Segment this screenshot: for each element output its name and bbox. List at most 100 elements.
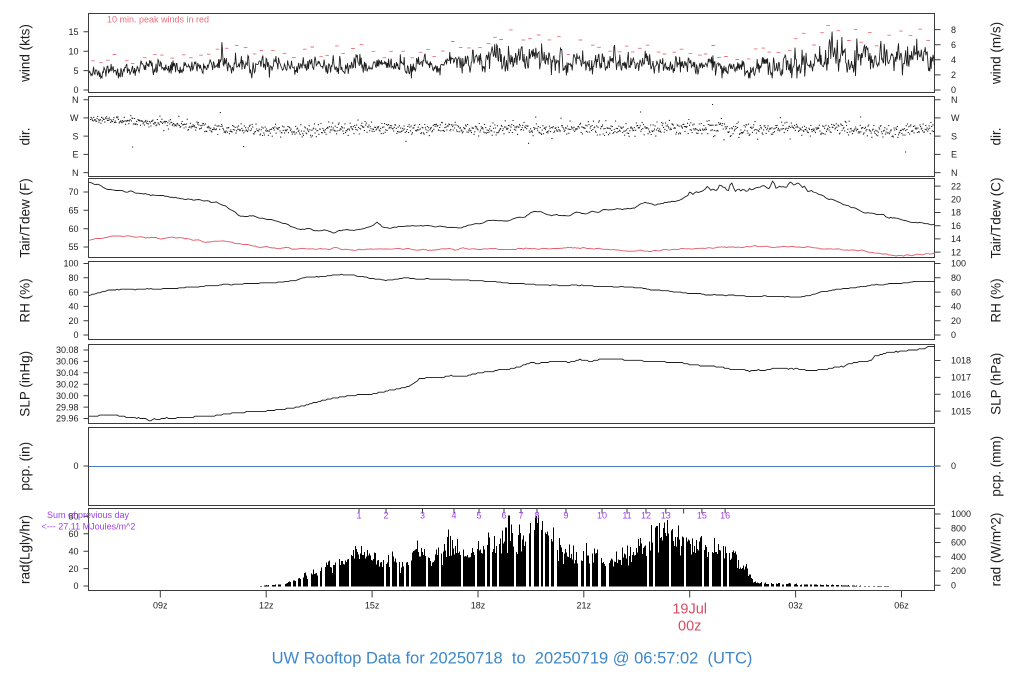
svg-text:0: 0 (73, 581, 78, 591)
svg-text:8: 8 (951, 25, 956, 35)
svg-text:70: 70 (68, 187, 78, 197)
svg-text:00z: 00z (678, 619, 701, 635)
svg-text:400: 400 (951, 552, 966, 562)
svg-text:pcp. (mm): pcp. (mm) (989, 436, 1004, 497)
svg-text:0: 0 (73, 330, 78, 340)
svg-text:1018: 1018 (951, 356, 971, 366)
svg-text:16: 16 (951, 221, 961, 231)
svg-text:N: N (72, 168, 79, 178)
svg-text:60: 60 (68, 287, 78, 297)
svg-text:30.02: 30.02 (56, 379, 79, 389)
svg-text:0: 0 (951, 581, 956, 591)
svg-text:30.00: 30.00 (56, 391, 79, 401)
svg-text:rad (W/m^2): rad (W/m^2) (989, 513, 1004, 587)
svg-text:RH (%): RH (%) (18, 278, 33, 322)
svg-text:80: 80 (951, 273, 961, 283)
svg-text:11: 11 (622, 511, 631, 521)
svg-text:<--- 27.11 MJoules/m^2: <--- 27.11 MJoules/m^2 (42, 522, 136, 532)
svg-text:10 min. peak winds in red: 10 min. peak winds in red (107, 15, 209, 25)
svg-text:S: S (951, 131, 957, 141)
svg-text:8: 8 (534, 511, 539, 521)
svg-text:29.98: 29.98 (56, 402, 79, 412)
svg-text:Sum of previous day: Sum of previous day (47, 510, 130, 520)
svg-text:40: 40 (68, 546, 78, 556)
svg-text:60: 60 (951, 287, 961, 297)
svg-text:rad(Lgly/hr): rad(Lgly/hr) (18, 515, 33, 584)
svg-text:2: 2 (383, 511, 388, 521)
svg-text:3: 3 (420, 511, 425, 521)
svg-text:W: W (70, 113, 79, 123)
svg-text:dir.: dir. (18, 127, 33, 145)
svg-text:S: S (72, 131, 78, 141)
svg-text:0: 0 (951, 85, 956, 95)
svg-text:20: 20 (68, 316, 78, 326)
svg-text:600: 600 (951, 538, 966, 548)
svg-text:6: 6 (501, 511, 506, 521)
svg-text:29.96: 29.96 (56, 414, 79, 424)
svg-text:30.06: 30.06 (56, 357, 79, 367)
svg-text:40: 40 (951, 302, 961, 312)
svg-text:18: 18 (951, 208, 961, 218)
svg-text:19Jul: 19Jul (672, 602, 707, 618)
svg-text:20: 20 (68, 564, 78, 574)
svg-text:12: 12 (951, 247, 961, 257)
svg-text:4: 4 (451, 511, 456, 521)
svg-text:800: 800 (951, 524, 966, 534)
svg-text:21z: 21z (577, 601, 592, 611)
svg-text:12z: 12z (259, 601, 274, 611)
svg-text:1016: 1016 (951, 390, 971, 400)
svg-text:5: 5 (476, 511, 481, 521)
svg-text:100: 100 (951, 259, 966, 269)
svg-text:N: N (951, 95, 958, 105)
svg-text:65: 65 (68, 206, 78, 216)
svg-text:Tair/Tdew (F): Tair/Tdew (F) (18, 178, 33, 258)
svg-text:1015: 1015 (951, 406, 971, 416)
svg-text:20: 20 (951, 195, 961, 205)
svg-text:13: 13 (661, 511, 671, 521)
svg-text:9: 9 (563, 511, 568, 521)
svg-text:E: E (951, 150, 957, 160)
svg-text:W: W (951, 113, 960, 123)
svg-text:10: 10 (597, 511, 607, 521)
svg-text:0: 0 (73, 461, 78, 471)
svg-text:22: 22 (951, 181, 961, 191)
svg-text:1017: 1017 (951, 373, 971, 383)
svg-text:5: 5 (73, 66, 78, 76)
svg-text:N: N (72, 95, 79, 105)
svg-text:0: 0 (73, 85, 78, 95)
svg-text:15: 15 (697, 511, 707, 521)
svg-text:1000: 1000 (951, 509, 971, 519)
svg-text:Tair/Tdew (C): Tair/Tdew (C) (989, 177, 1004, 258)
svg-text:55: 55 (68, 242, 78, 252)
svg-text:15: 15 (68, 27, 78, 37)
svg-text:wind (kts): wind (kts) (18, 24, 33, 83)
svg-text:80: 80 (68, 512, 78, 522)
svg-text:80: 80 (68, 273, 78, 283)
svg-text:14: 14 (951, 234, 961, 244)
svg-text:09z: 09z (153, 601, 168, 611)
svg-text:2: 2 (951, 70, 956, 80)
svg-text:12: 12 (641, 511, 651, 521)
svg-text:UW Rooftop Data for 20250718: UW Rooftop Data for 20250718 to 20250719… (272, 650, 753, 668)
svg-text:7: 7 (518, 511, 523, 521)
svg-text:0: 0 (951, 461, 956, 471)
svg-text:pcp. (in): pcp. (in) (18, 442, 33, 491)
svg-text:10: 10 (68, 46, 78, 56)
svg-text:4: 4 (951, 55, 956, 65)
svg-text:60: 60 (68, 529, 78, 539)
svg-text:06z: 06z (894, 601, 909, 611)
svg-text:30.08: 30.08 (56, 345, 79, 355)
svg-text:SLP (inHg): SLP (inHg) (18, 351, 33, 417)
svg-text:20: 20 (951, 316, 961, 326)
svg-text:200: 200 (951, 566, 966, 576)
svg-text:03z: 03z (788, 601, 803, 611)
svg-text:1: 1 (356, 511, 361, 521)
svg-text:dir.: dir. (989, 127, 1004, 145)
svg-text:100: 100 (63, 259, 78, 269)
svg-text:18z: 18z (471, 601, 486, 611)
svg-text:RH (%): RH (%) (989, 278, 1004, 322)
svg-text:6: 6 (951, 40, 956, 50)
svg-text:wind (m/s): wind (m/s) (989, 22, 1004, 85)
svg-text:40: 40 (68, 302, 78, 312)
svg-text:N: N (951, 168, 958, 178)
